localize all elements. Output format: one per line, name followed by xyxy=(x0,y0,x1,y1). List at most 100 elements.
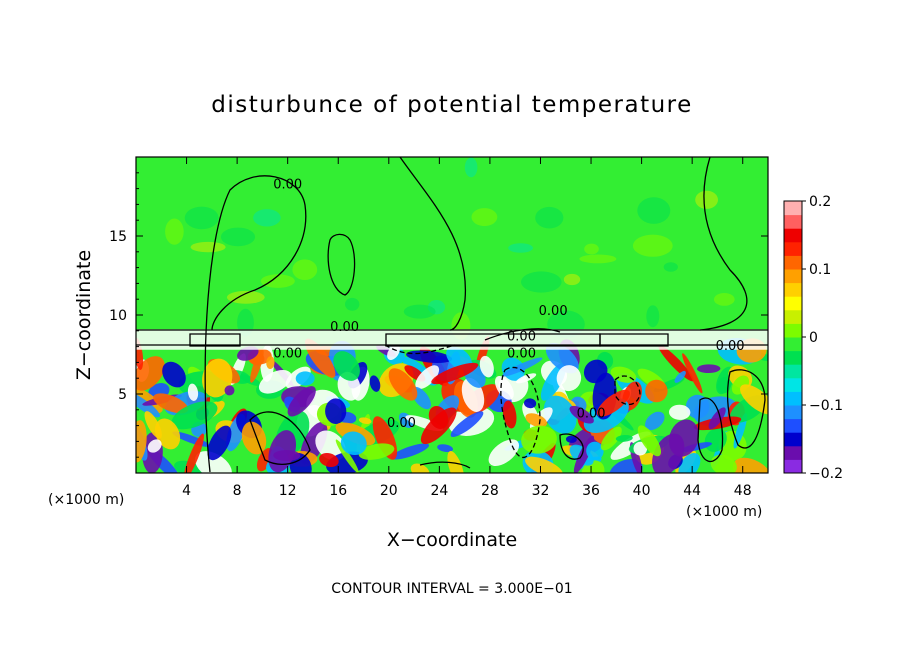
upper-patch xyxy=(403,304,436,319)
y-tick-label: 15 xyxy=(109,229,127,245)
field-blob xyxy=(207,425,232,461)
colorbar-tick-label: 0 xyxy=(809,330,818,346)
y-tick-label: 10 xyxy=(109,308,127,324)
field-blob xyxy=(295,371,315,386)
contour-line xyxy=(189,333,241,347)
field-blob xyxy=(224,385,235,396)
contour-line xyxy=(204,175,307,473)
contour-label: 0.00 xyxy=(507,347,536,362)
field-blob xyxy=(147,439,162,453)
field-blob xyxy=(543,395,577,434)
field-blob xyxy=(708,407,726,430)
field-blob xyxy=(358,443,395,460)
colorbar-swatch xyxy=(784,323,802,338)
field-blob xyxy=(388,368,418,401)
field-blob xyxy=(697,364,721,374)
upper-patch xyxy=(464,157,478,178)
upper-patch xyxy=(226,290,265,304)
field-blob xyxy=(645,411,665,431)
colorbar-swatch xyxy=(784,241,802,256)
field-blob xyxy=(287,386,316,417)
x-unit-label-left: (×1000 m) xyxy=(48,492,124,508)
contour-line xyxy=(599,333,669,347)
x-tick-label: 24 xyxy=(430,483,448,499)
x-tick-label: 8 xyxy=(233,483,242,499)
contour-line xyxy=(699,157,748,331)
field-blob xyxy=(710,454,737,473)
contour-label: 0.00 xyxy=(539,304,568,319)
y-axis-label: Z−coordinate xyxy=(73,250,95,380)
x-tick-label: 32 xyxy=(532,483,550,499)
colorbar-swatch xyxy=(784,201,802,216)
field-blob xyxy=(154,418,181,450)
x-tick-label: 28 xyxy=(481,483,499,499)
x-tick-label: 36 xyxy=(582,483,600,499)
field-blob xyxy=(268,430,297,473)
field-blob xyxy=(237,346,259,361)
colorbar-tick-label: −0.1 xyxy=(809,398,843,414)
upper-patch xyxy=(184,206,219,230)
upper-patch xyxy=(579,254,617,264)
y-tick-label: 5 xyxy=(118,387,127,403)
field-blob xyxy=(194,451,232,473)
contour-label: 0.00 xyxy=(577,407,606,422)
field-blob xyxy=(315,430,346,461)
field-blob xyxy=(266,356,275,369)
upper-patch xyxy=(165,218,184,245)
x-tick-label: 44 xyxy=(683,483,701,499)
field-blob xyxy=(369,375,381,392)
colorbar-swatch xyxy=(784,282,802,297)
field-blob xyxy=(153,393,189,414)
colorbar-swatch xyxy=(784,255,802,270)
field-blob xyxy=(586,441,604,461)
contour-line xyxy=(500,366,541,459)
colorbar: 0.2 0.1 0 −0.1 −0.2 xyxy=(783,194,843,482)
upper-patch xyxy=(535,206,564,229)
colorbar-swatch xyxy=(784,309,802,324)
upper-patch xyxy=(260,274,295,288)
colorbar-swatch xyxy=(784,337,802,352)
x-tick-label: 4 xyxy=(182,483,191,499)
colorbar-swatch xyxy=(784,269,802,284)
x-tick-label: 12 xyxy=(279,483,297,499)
field-blob xyxy=(479,355,494,378)
plot-area: 0.000.000.000.000.000.000.000.000.00 xyxy=(136,157,768,473)
field-blob xyxy=(488,439,520,467)
colorbar-swatch xyxy=(784,350,802,365)
contour-label: 0.00 xyxy=(387,416,416,431)
contour-lines xyxy=(136,157,768,473)
colorbar-swatch xyxy=(784,445,802,460)
contour-line xyxy=(249,411,311,465)
upper-patch xyxy=(646,305,660,328)
upper-patch xyxy=(713,293,735,306)
upper-patch xyxy=(521,271,562,293)
contour-line xyxy=(697,397,724,462)
field-blob xyxy=(501,357,543,377)
field-blob xyxy=(583,359,608,384)
contour-line xyxy=(384,344,456,355)
upper-patch xyxy=(632,234,673,257)
upper-patch xyxy=(190,241,226,253)
contour-label: 0.00 xyxy=(507,329,536,344)
field-blob xyxy=(704,428,727,452)
field-blob xyxy=(162,361,186,388)
field-blob xyxy=(410,463,430,473)
field-blob xyxy=(187,383,199,401)
field-blob xyxy=(502,400,517,429)
contour-line xyxy=(419,461,471,469)
inversion-band xyxy=(136,329,768,350)
field-blob xyxy=(565,435,577,443)
upper-patch xyxy=(508,243,533,253)
chart-title: disturbunce of potential temperature xyxy=(211,92,693,118)
field-blob xyxy=(325,398,347,424)
field-blob xyxy=(390,443,430,460)
colorbar-swatch xyxy=(784,432,802,447)
field-blob xyxy=(516,373,537,384)
field-blob xyxy=(420,407,457,445)
field-blob xyxy=(569,405,594,424)
field-blob xyxy=(524,398,537,409)
contour-line xyxy=(327,233,356,296)
contour-label: 0.00 xyxy=(273,347,302,362)
field-blob xyxy=(600,426,622,451)
